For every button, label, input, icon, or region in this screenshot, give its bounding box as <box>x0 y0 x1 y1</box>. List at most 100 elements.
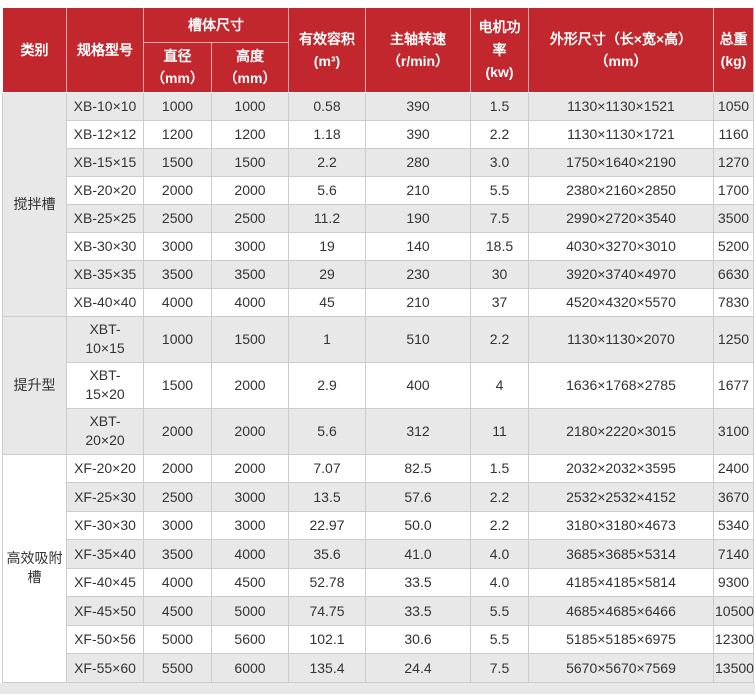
dimensions-cell: 1636×1768×2785 <box>528 361 714 409</box>
category-cell: 搅拌槽 <box>2 91 67 317</box>
power-cell: 5.5 <box>470 596 529 626</box>
height-cell: 2500 <box>211 203 289 233</box>
volume-cell: 0.58 <box>288 91 366 121</box>
weight-cell: 9300 <box>713 567 754 598</box>
table-row: XBT- 15×20 1500 2000 2.9 400 4 1636×1768×2785 1… <box>3 361 754 409</box>
model-cell: XBT- 20×20 <box>66 407 144 455</box>
dimensions-cell: 4685×4685×6466 <box>528 596 714 626</box>
speed-cell: 210 <box>365 175 471 205</box>
header-dimensions: 外形尺寸（长×宽×高） （mm） <box>528 7 714 93</box>
speed-cell: 30.6 <box>365 624 471 655</box>
header-speed: 主轴转速 （r/min） <box>365 7 471 93</box>
table-row: XF-35×40 3500 4000 35.6 41.0 4.0 3685×3685×531… <box>3 539 754 569</box>
table-row: XF-30×30 3000 3000 22.97 50.0 2.2 3180×3180×46… <box>3 510 754 541</box>
volume-cell: 102.1 <box>288 624 366 655</box>
diameter-cell: 2500 <box>143 203 212 233</box>
dimensions-cell: 2990×2720×3540 <box>528 203 714 233</box>
speed-cell: 390 <box>365 119 471 149</box>
speed-cell: 57.6 <box>365 482 471 512</box>
power-cell: 4.0 <box>470 567 529 598</box>
table-row: XB-20×20 2000 2000 5.6 210 5.5 2380×2160×2850 1… <box>3 175 754 205</box>
table-row: XB-35×35 3500 3500 29 230 30 3920×3740×4970 663… <box>3 259 754 289</box>
diameter-cell: 5000 <box>143 624 212 655</box>
volume-cell: 22.97 <box>288 510 366 541</box>
power-cell: 1.5 <box>470 453 529 484</box>
weight-cell: 6630 <box>713 259 754 289</box>
weight-cell: 1250 <box>713 315 754 363</box>
diameter-cell: 3500 <box>143 539 212 569</box>
height-cell: 1200 <box>211 119 289 149</box>
header-height: 高度 （mm） <box>211 42 289 93</box>
height-cell: 3500 <box>211 259 289 289</box>
model-cell: XB-25×25 <box>66 203 144 233</box>
dimensions-cell: 4520×4320×5570 <box>528 287 714 317</box>
model-cell: XB-40×40 <box>66 287 144 317</box>
diameter-cell: 2000 <box>143 407 212 455</box>
power-cell: 7.5 <box>470 653 529 683</box>
power-cell: 2.2 <box>470 315 529 363</box>
power-cell: 5.5 <box>470 175 529 205</box>
height-cell: 2000 <box>211 175 289 205</box>
height-cell: 3000 <box>211 231 289 261</box>
header-category: 类别 <box>2 7 67 93</box>
model-cell: XF-35×40 <box>66 539 144 569</box>
weight-cell: 5340 <box>713 510 754 541</box>
volume-cell: 7.07 <box>288 453 366 484</box>
model-cell: XF-45×50 <box>66 596 144 626</box>
header-weight: 总重 (kg) <box>713 7 754 93</box>
power-cell: 4 <box>470 361 529 409</box>
dimensions-cell: 2532×2532×4152 <box>528 482 714 512</box>
table-row: XB-30×30 3000 3000 19 140 18.5 4030×3270×3010 5… <box>3 231 754 261</box>
power-cell: 2.2 <box>470 119 529 149</box>
power-cell: 37 <box>470 287 529 317</box>
speed-cell: 230 <box>365 259 471 289</box>
diameter-cell: 4500 <box>143 596 212 626</box>
table-header: 类别 规格型号 槽体尺寸 有效容积 (m³) 主轴转速 （r/min） 电机功率… <box>2 7 754 93</box>
dimensions-cell: 1130×1130×1521 <box>528 91 714 121</box>
diameter-cell: 3000 <box>143 231 212 261</box>
speed-cell: 400 <box>365 361 471 409</box>
speed-cell: 140 <box>365 231 471 261</box>
height-cell: 2000 <box>211 407 289 455</box>
dimensions-cell: 1130×1130×1721 <box>528 119 714 149</box>
table-row: XF-45×50 4500 5000 74.75 33.5 5.5 4685×4685×64… <box>3 596 754 626</box>
volume-cell: 29 <box>288 259 366 289</box>
weight-cell: 1270 <box>713 147 754 177</box>
volume-cell: 19 <box>288 231 366 261</box>
model-cell: XB-35×35 <box>66 259 144 289</box>
volume-cell: 74.75 <box>288 596 366 626</box>
volume-cell: 52.78 <box>288 567 366 598</box>
power-cell: 11 <box>470 407 529 455</box>
dimensions-cell: 4030×3270×3010 <box>528 231 714 261</box>
height-cell: 3000 <box>211 510 289 541</box>
header-tank-size: 槽体尺寸 <box>143 7 289 43</box>
dimensions-cell: 1750×1640×2190 <box>528 147 714 177</box>
height-cell: 1500 <box>211 315 289 363</box>
weight-cell: 1050 <box>713 91 754 121</box>
power-cell: 1.5 <box>470 91 529 121</box>
volume-cell: 5.6 <box>288 407 366 455</box>
header-model: 规格型号 <box>66 7 144 93</box>
table-row: XB-25×25 2500 2500 11.2 190 7.5 2990×2720×3540… <box>3 203 754 233</box>
diameter-cell: 2500 <box>143 482 212 512</box>
volume-cell: 135.4 <box>288 653 366 683</box>
power-cell: 18.5 <box>470 231 529 261</box>
power-cell: 7.5 <box>470 203 529 233</box>
height-cell: 1000 <box>211 91 289 121</box>
weight-cell: 7140 <box>713 539 754 569</box>
diameter-cell: 2000 <box>143 453 212 484</box>
table-row: XF-25×30 2500 3000 13.5 57.6 2.2 2532×2532×415… <box>3 482 754 512</box>
diameter-cell: 3500 <box>143 259 212 289</box>
table-row: XF-40×45 4000 4500 52.78 33.5 4.0 4185×4185×58… <box>3 567 754 598</box>
height-cell: 2000 <box>211 361 289 409</box>
diameter-cell: 3000 <box>143 510 212 541</box>
category-cell: 提升型 <box>2 315 67 455</box>
volume-cell: 13.5 <box>288 482 366 512</box>
dimensions-cell: 4185×4185×5814 <box>528 567 714 598</box>
diameter-cell: 1200 <box>143 119 212 149</box>
volume-cell: 45 <box>288 287 366 317</box>
height-cell: 5000 <box>211 596 289 626</box>
power-cell: 2.2 <box>470 510 529 541</box>
model-cell: XF-50×56 <box>66 624 144 655</box>
power-cell: 4.0 <box>470 539 529 569</box>
